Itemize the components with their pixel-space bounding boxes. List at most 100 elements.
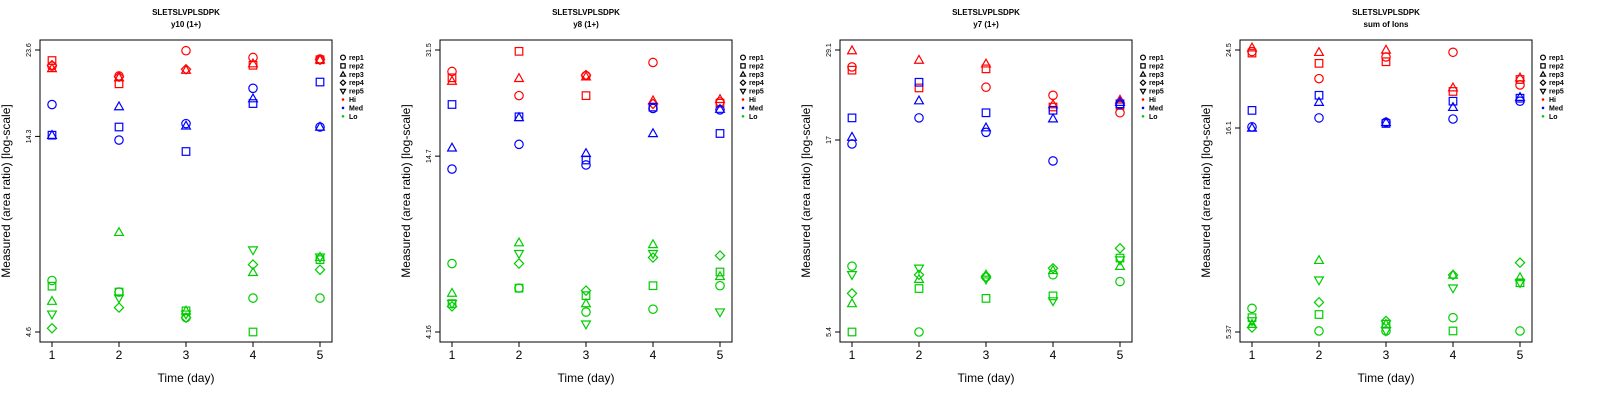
data-point-lo-rep5 (714, 308, 726, 318)
x-tick-label: 1 (849, 348, 856, 362)
data-point-med-rep2 (715, 129, 725, 138)
data-point-lo-rep4 (580, 285, 592, 297)
x-tick-label: 4 (1050, 348, 1057, 362)
data-point-lo-rep5 (513, 249, 525, 260)
chart-subtitle: y8 (1+) (573, 20, 599, 29)
data-point-lo-rep5 (980, 275, 992, 286)
data-point-hi-rep1 (1048, 90, 1058, 101)
data-point-hi-rep2 (1247, 48, 1257, 58)
data-point-med-rep3 (980, 121, 992, 132)
data-point-hi-rep3 (913, 54, 925, 64)
x-tick-label: 3 (983, 348, 990, 362)
data-point-lo-rep1 (1314, 326, 1324, 336)
data-point-lo-rep3 (513, 236, 525, 247)
legend-color-dot (341, 115, 345, 118)
data-point-lo-rep3 (1514, 271, 1526, 282)
legend-label: Med (1549, 105, 1563, 112)
legend-label: Lo (349, 114, 358, 121)
data-point-med-rep3 (513, 111, 525, 122)
data-point-hi-rep2 (847, 65, 857, 75)
data-point-med-rep3 (1447, 101, 1459, 112)
legend-label: Hi (1149, 97, 1156, 104)
data-point-lo-rep4 (714, 250, 726, 262)
x-axis-label: Time (day) (958, 371, 1015, 385)
data-point-hi-rep2 (981, 64, 991, 74)
legend-symbol-rep3 (739, 70, 747, 77)
data-point-med-rep3 (846, 131, 858, 141)
data-point-lo-rep5 (913, 264, 925, 275)
data-point-lo-rep2 (248, 327, 258, 337)
data-point-lo-rep1 (847, 261, 857, 271)
data-point-lo-rep3 (1447, 269, 1459, 279)
data-point-lo-rep5 (1380, 327, 1392, 337)
plot-frame (439, 39, 733, 343)
x-tick-label: 4 (1450, 348, 1457, 362)
data-point-med-rep1 (1314, 113, 1324, 123)
data-point-hi-rep1 (514, 90, 524, 101)
legend-label: rep1 (749, 55, 764, 62)
y-tick-label: 29.1 (826, 43, 833, 57)
data-point-hi-rep1 (1115, 107, 1125, 118)
data-point-med-rep1 (1448, 114, 1458, 124)
data-point-lo-rep4 (1246, 322, 1258, 334)
legend-color-dot (1541, 98, 1545, 101)
data-point-med-rep1 (181, 118, 191, 129)
data-point-lo-rep3 (647, 238, 659, 249)
legend-symbol-rep3 (1539, 70, 1547, 77)
data-point-med-rep3 (714, 103, 726, 113)
data-point-hi-rep2 (581, 91, 591, 101)
data-point-lo-rep1 (1048, 269, 1058, 280)
legend-label: Lo (749, 114, 758, 121)
legend-label: Med (349, 105, 363, 112)
legend-label: rep1 (1149, 55, 1164, 62)
data-point-lo-rep3 (1313, 254, 1325, 265)
legend-symbol-rep5 (739, 88, 747, 95)
data-point-hi-rep4 (580, 69, 592, 81)
x-tick-label: 4 (250, 348, 257, 362)
data-point-med-rep2 (847, 113, 857, 123)
legend-symbol-rep4 (339, 79, 347, 87)
data-point-lo-rep1 (1247, 303, 1257, 314)
data-point-med-rep3 (580, 147, 592, 158)
legend-label: Med (749, 105, 763, 112)
data-point-lo-rep1 (581, 307, 591, 317)
data-point-lo-rep2 (914, 284, 924, 293)
data-point-lo-rep1 (1448, 312, 1458, 323)
data-point-med-rep3 (113, 100, 125, 111)
legend-label: rep4 (1149, 80, 1164, 87)
data-point-med-rep3 (1514, 91, 1526, 101)
data-point-lo-rep4 (247, 259, 259, 271)
data-point-lo-rep5 (1114, 256, 1126, 266)
data-point-hi-rep2 (1448, 87, 1458, 96)
data-point-lo-rep5 (247, 246, 259, 256)
legend-color-dot (1541, 106, 1545, 110)
data-point-lo-rep3 (247, 266, 259, 277)
data-point-hi-rep1 (1515, 80, 1525, 90)
data-point-med-rep2 (315, 77, 325, 87)
data-point-med-rep2 (581, 155, 591, 165)
data-point-lo-rep4 (1447, 269, 1459, 281)
legend-label: rep2 (749, 63, 764, 70)
chart-title: SLETSLVPLSDPK (1352, 8, 1420, 17)
legend-label: rep5 (1149, 89, 1164, 96)
data-point-lo-rep1 (981, 272, 991, 282)
data-point-lo-rep4 (1380, 315, 1392, 327)
data-point-lo-rep2 (1314, 310, 1324, 319)
data-point-hi-rep3 (314, 53, 326, 64)
data-point-med-rep3 (1047, 112, 1059, 123)
legend-symbol-rep5 (1139, 88, 1147, 95)
chart-title: SLETSLVPLSDPK (552, 8, 620, 17)
legend-color-dot (341, 98, 345, 101)
data-point-lo-rep5 (180, 310, 192, 321)
data-point-hi-rep3 (446, 75, 458, 85)
x-tick-label: 3 (583, 348, 590, 362)
x-tick-label: 4 (650, 348, 657, 362)
legend-label: Lo (1549, 114, 1558, 121)
data-point-lo-rep3 (180, 305, 192, 315)
legend-label: rep3 (749, 72, 764, 79)
data-point-med-rep1 (981, 127, 991, 138)
data-point-med-rep1 (1048, 156, 1058, 166)
data-point-med-rep2 (114, 122, 124, 132)
